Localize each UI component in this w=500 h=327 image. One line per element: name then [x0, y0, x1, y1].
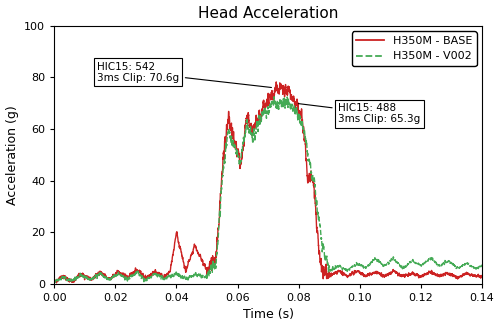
Text: HIC15: 542
3ms Clip: 70.6g: HIC15: 542 3ms Clip: 70.6g	[97, 61, 272, 88]
X-axis label: Time (s): Time (s)	[242, 308, 294, 321]
Legend: H350M - BASE, H350M - V002: H350M - BASE, H350M - V002	[352, 31, 476, 66]
Title: Head Acceleration: Head Acceleration	[198, 6, 338, 21]
Y-axis label: Acceleration (g): Acceleration (g)	[6, 105, 18, 205]
Text: HIC15: 488
3ms Clip: 65.3g: HIC15: 488 3ms Clip: 65.3g	[298, 103, 420, 124]
